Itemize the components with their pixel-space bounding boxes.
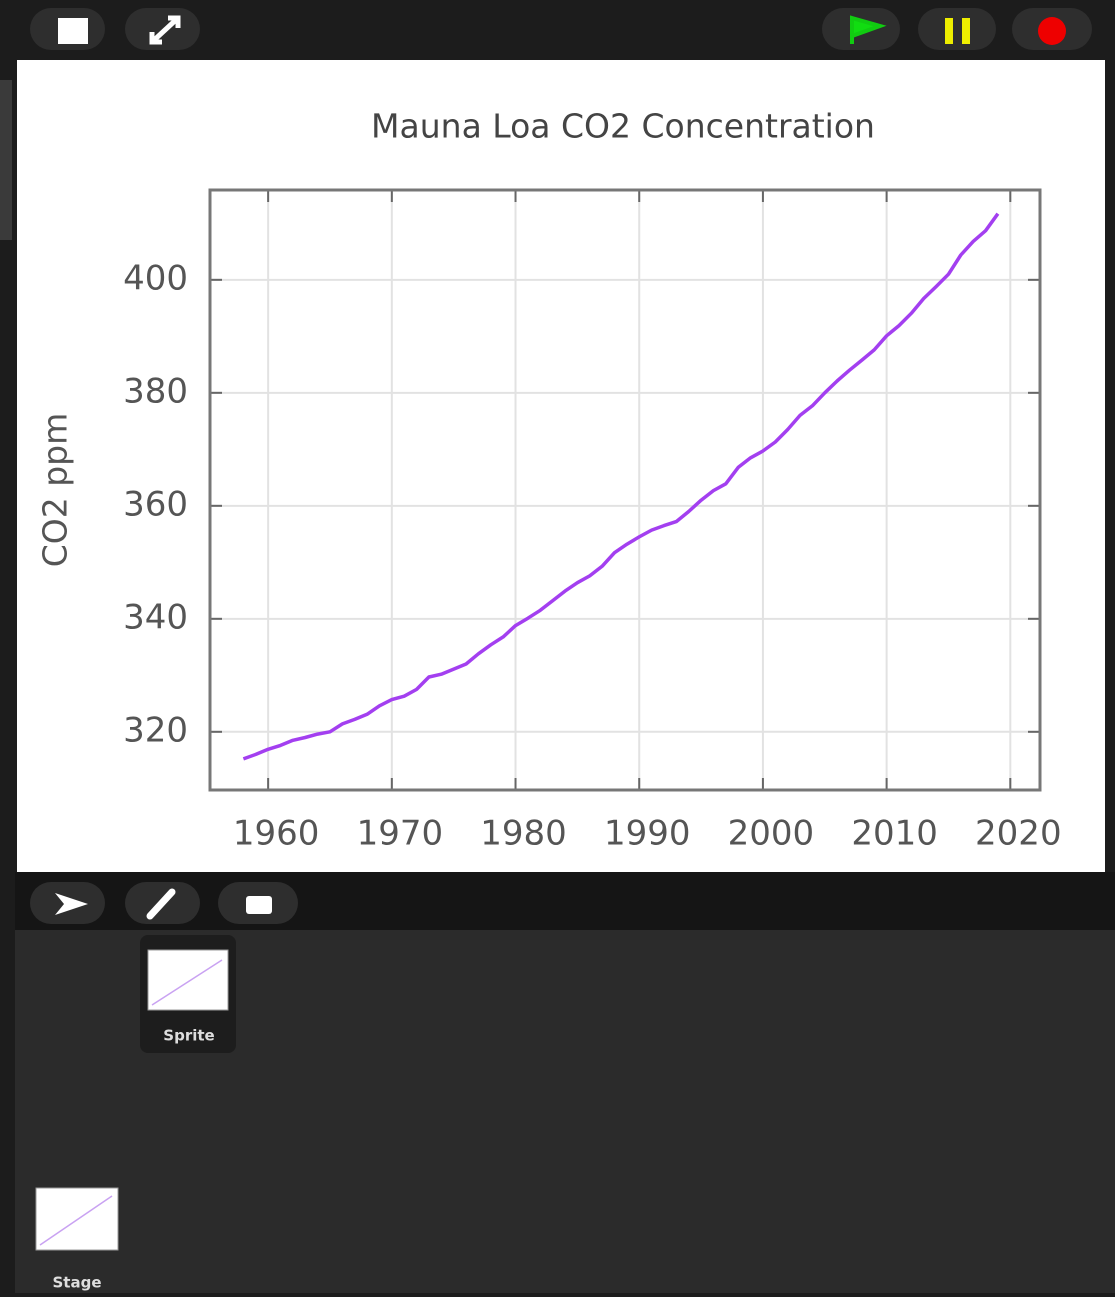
y-tick-label: 380 [123,371,188,411]
x-tick-label: 2010 [851,814,938,854]
x-tick-label: 1990 [604,814,691,854]
y-tick-label: 360 [123,484,188,524]
icon [246,896,272,914]
icon [58,18,88,44]
x-tick-label: 2000 [728,814,815,854]
x-tick-label: 1980 [480,814,567,854]
pause-button[interactable] [918,8,996,50]
side-strip [0,80,12,240]
icon [962,18,970,44]
icon [945,18,953,44]
icon [1038,17,1066,45]
y-axis-label: CO2 ppm [36,413,75,568]
y-tick-label: 320 [123,710,188,750]
y-tick-label: 340 [123,597,188,637]
snap-window: Mauna Loa CO2 Concentration CO2 ppm 320 3… [0,0,1115,1293]
y-tick-label: 400 [123,258,188,298]
x-tick-label: 1970 [357,814,444,854]
sprite-label: Sprite [163,1027,214,1045]
sprite-thumbnail [148,950,228,1010]
stage-label: Stage [52,1274,101,1292]
x-tick-label: 1960 [233,814,320,854]
x-tick-label: 2020 [975,814,1062,854]
chart-title: Mauna Loa CO2 Concentration [371,107,875,146]
